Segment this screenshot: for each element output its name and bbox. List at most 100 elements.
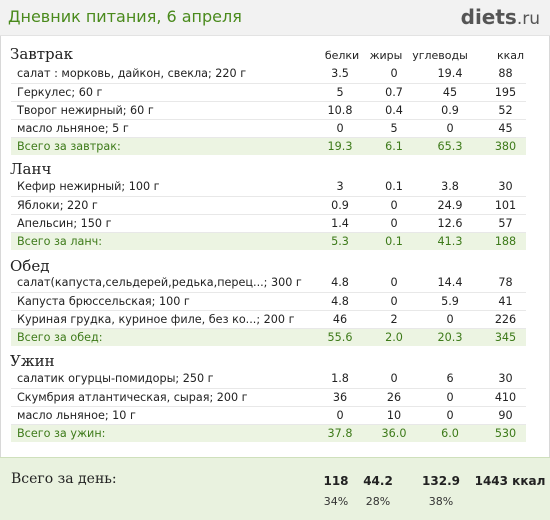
meal-table-dinner: салат(капуста,сельдерей,редька,перец...;…	[11, 274, 526, 346]
food-row[interactable]: Творог нежирный; 60 г 10.8 0.4 0.9 52	[11, 101, 526, 120]
meal-total-kcal: 188	[485, 232, 526, 250]
meal-total-fat: 2.0	[373, 328, 415, 346]
meal-total-carbs: 6.0	[415, 424, 485, 442]
meal-total-label: Всего за ланч:	[11, 232, 307, 250]
day-total-fat-pct: 28%	[365, 495, 391, 508]
food-carbs: 12.6	[415, 214, 485, 233]
food-name: Творог нежирный; 60 г	[11, 101, 307, 120]
food-carbs: 0	[415, 388, 485, 407]
food-protein: 0	[307, 406, 373, 425]
day-total-panel: Всего за день: 118 44.2 132.9 1443 ккал …	[0, 457, 550, 520]
logo-main: diets	[460, 5, 517, 29]
food-carbs: 24.9	[415, 196, 485, 215]
meal-total-label: Всего за завтрак:	[11, 137, 307, 155]
food-name: Кефир нежирный; 100 г	[11, 178, 307, 197]
food-kcal: 30	[485, 370, 526, 389]
food-fat: 0	[373, 292, 415, 311]
food-protein: 1.4	[307, 214, 373, 233]
food-carbs: 19.4	[415, 65, 485, 84]
food-protein: 0.9	[307, 196, 373, 215]
food-fat: 0	[373, 370, 415, 389]
food-kcal: 101	[485, 196, 526, 215]
meal-title-dinner: Обед	[10, 257, 50, 275]
page-title: Дневник питания, 6 апреля	[8, 7, 242, 26]
food-carbs: 14.4	[415, 274, 485, 293]
food-fat: 2	[373, 310, 415, 329]
food-row[interactable]: Куриная грудка, куриное филе, без ко...;…	[11, 310, 526, 329]
food-row[interactable]: салатик огурцы-помидоры; 250 г 1.8 0 6 3…	[11, 370, 526, 389]
meal-total-carbs: 65.3	[415, 137, 485, 155]
food-kcal: 52	[485, 101, 526, 120]
food-fat: 5	[373, 119, 415, 138]
food-fat: 0	[373, 65, 415, 84]
food-fat: 0	[373, 214, 415, 233]
food-kcal: 41	[485, 292, 526, 311]
day-total-fat: 44.2	[363, 474, 393, 488]
day-total-protein-pct: 34%	[323, 495, 349, 508]
food-fat: 26	[373, 388, 415, 407]
food-name: Апельсин; 150 г	[11, 214, 307, 233]
food-row[interactable]: Капуста брюссельская; 100 г 4.8 0 5.9 41	[11, 292, 526, 311]
food-kcal: 410	[485, 388, 526, 407]
column-header-carbs: углеводы	[412, 49, 468, 62]
food-row[interactable]: салат : морковь, дайкон, свекла; 220 г 3…	[11, 65, 526, 84]
food-name: масло льняное; 10 г	[11, 406, 307, 425]
meal-table-breakfast: салат : морковь, дайкон, свекла; 220 г 3…	[11, 65, 526, 155]
food-carbs: 0.9	[415, 101, 485, 120]
day-total-carbs-pct: 38%	[428, 495, 454, 508]
food-kcal: 88	[485, 65, 526, 84]
food-kcal: 45	[485, 119, 526, 138]
food-carbs: 45	[415, 83, 485, 102]
food-protein: 3.5	[307, 65, 373, 84]
meal-total-fat: 6.1	[373, 137, 415, 155]
food-row[interactable]: Кефир нежирный; 100 г 3 0.1 3.8 30	[11, 178, 526, 197]
food-kcal: 78	[485, 274, 526, 293]
column-header-kcal: ккал	[496, 49, 525, 62]
meal-title-lunch: Ланч	[10, 160, 52, 178]
food-kcal: 226	[485, 310, 526, 329]
food-kcal: 57	[485, 214, 526, 233]
meal-total-row: Всего за ланч: 5.3 0.1 41.3 188	[11, 232, 526, 250]
meal-total-row: Всего за завтрак: 19.3 6.1 65.3 380	[11, 137, 526, 155]
food-name: салат(капуста,сельдерей,редька,перец...;…	[11, 274, 307, 293]
food-row[interactable]: масло льняное; 10 г 0 10 0 90	[11, 406, 526, 425]
food-row[interactable]: Яблоки; 220 г 0.9 0 24.9 101	[11, 196, 526, 215]
meal-total-kcal: 380	[485, 137, 526, 155]
food-name: Капуста брюссельская; 100 г	[11, 292, 307, 311]
food-row[interactable]: масло льняное; 5 г 0 5 0 45	[11, 119, 526, 138]
meal-title-supper: Ужин	[10, 352, 55, 370]
food-row[interactable]: Геркулес; 60 г 5 0.7 45 195	[11, 83, 526, 102]
food-name: масло льняное; 5 г	[11, 119, 307, 138]
food-fat: 0.1	[373, 178, 415, 197]
day-total-carbs: 132.9	[422, 474, 460, 488]
food-row[interactable]: Апельсин; 150 г 1.4 0 12.6 57	[11, 214, 526, 233]
food-protein: 4.8	[307, 292, 373, 311]
meal-total-protein: 19.3	[307, 137, 373, 155]
meal-total-row: Всего за ужин: 37.8 36.0 6.0 530	[11, 424, 526, 442]
food-fat: 0	[373, 274, 415, 293]
food-protein: 10.8	[307, 101, 373, 120]
meal-total-label: Всего за ужин:	[11, 424, 307, 442]
meal-title-breakfast: Завтрак	[10, 45, 73, 63]
food-fat: 10	[373, 406, 415, 425]
food-name: Яблоки; 220 г	[11, 196, 307, 215]
meal-total-label: Всего за обед:	[11, 328, 307, 346]
food-row[interactable]: Скумбрия атлантическая, сырая; 200 г 36 …	[11, 388, 526, 407]
site-logo[interactable]: diets.ru	[461, 5, 540, 29]
food-protein: 46	[307, 310, 373, 329]
food-row[interactable]: салат(капуста,сельдерей,редька,перец...;…	[11, 274, 526, 293]
meal-total-protein: 5.3	[307, 232, 373, 250]
food-fat: 0.4	[373, 101, 415, 120]
meal-total-row: Всего за обед: 55.6 2.0 20.3 345	[11, 328, 526, 346]
food-name: Скумбрия атлантическая, сырая; 200 г	[11, 388, 307, 407]
food-protein: 0	[307, 119, 373, 138]
food-carbs: 6	[415, 370, 485, 389]
column-header-protein: белки	[324, 49, 360, 62]
food-kcal: 30	[485, 178, 526, 197]
food-carbs: 3.8	[415, 178, 485, 197]
food-fat: 0	[373, 196, 415, 215]
food-protein: 1.8	[307, 370, 373, 389]
meal-table-supper: салатик огурцы-помидоры; 250 г 1.8 0 6 3…	[11, 370, 526, 442]
meal-total-kcal: 345	[485, 328, 526, 346]
food-name: салат : морковь, дайкон, свекла; 220 г	[11, 65, 307, 84]
